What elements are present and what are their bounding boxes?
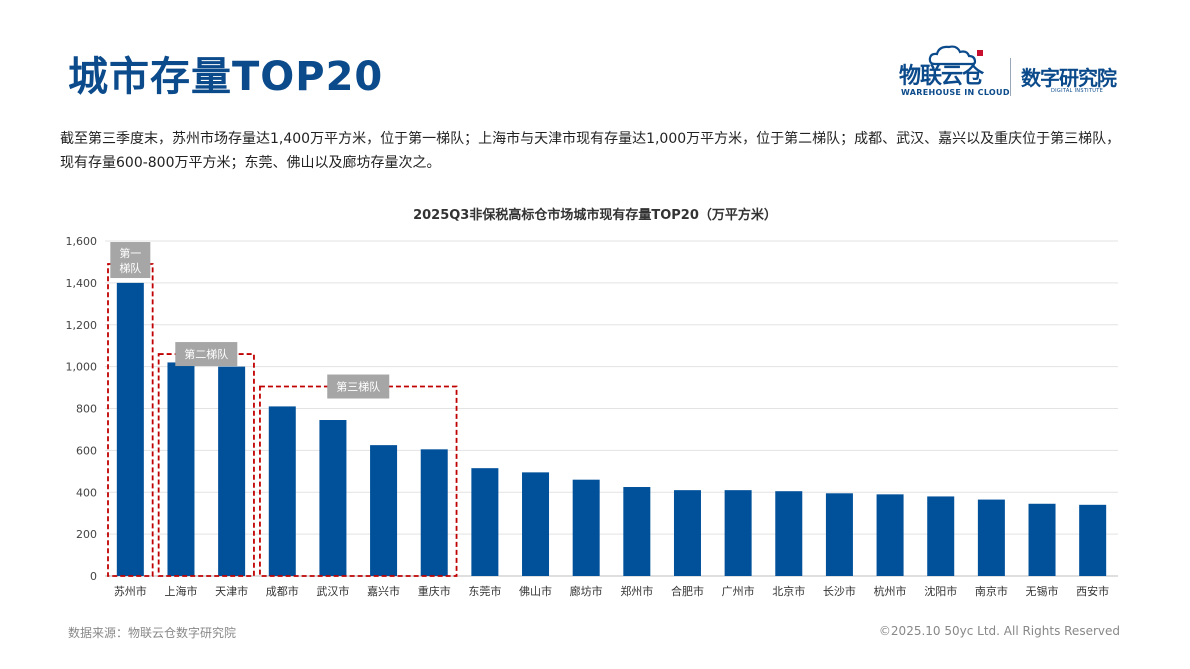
x-tick-label: 广州市 [722,584,755,598]
tier-label: 第二梯队 [184,347,228,361]
bar [876,494,904,576]
bar [218,366,246,576]
description-text: 截至第三季度末，苏州市场存量达1,400万平方米，位于第一梯队；上海市与天津市现… [60,131,1121,171]
bar [572,479,600,576]
tier-label-bg [110,242,151,279]
page-title: 城市存量TOP20 [68,54,384,100]
x-tick-label: 无锡市 [1026,584,1059,598]
bar [673,490,701,576]
x-tick-label: 东莞市 [468,584,501,598]
logo-institute-text: 数字研究院 [1021,66,1117,90]
tier-label: 第三梯队 [336,380,380,394]
y-tick-label: 1,600 [66,235,98,248]
bar [319,420,347,576]
copyright: ©2025.10 50yc Ltd. All Rights Reserved [878,624,1120,638]
bar [268,406,296,576]
x-tick-label: 天津市 [215,584,248,598]
logo-institute-sub-text: DIGITAL INSTITUTE [1051,88,1104,94]
x-tick-label: 成都市 [266,584,299,598]
bar [927,496,955,576]
x-tick-label: 佛山市 [519,584,552,598]
y-tick-label: 600 [76,444,97,457]
x-tick-label: 南京市 [975,584,1008,598]
bar [825,493,853,576]
bar [116,282,144,576]
bar [1028,503,1056,576]
bar [775,491,803,576]
tier-label: 第一梯队 [119,246,141,275]
x-tick-label: 上海市 [164,584,197,598]
y-tick-label: 800 [76,403,97,416]
x-tick-label: 合肥市 [671,584,704,598]
bar [623,487,651,576]
tier-label-bg [175,342,238,367]
x-tick-label: 沈阳市 [924,584,957,598]
data-source: 数据来源：物联云仓数字研究院 [68,626,237,640]
bar [522,472,550,576]
bar [471,468,499,576]
x-tick-label: 北京市 [772,584,805,598]
x-tick-label: 重庆市 [418,584,451,598]
bar [1079,504,1107,576]
axis-label-layer: 0 200 400 600 800 1,000 1,200 1,400 1,600 苏州市 上海市 天… [66,235,1110,598]
y-tick-label: 1,000 [66,361,98,374]
y-tick-label: 1,200 [66,319,98,332]
tier-label-bg [327,374,390,399]
grid-layer [105,240,1118,577]
tier-box [157,353,255,577]
x-tick-label: 长沙市 [823,584,856,598]
x-tick-label: 苏州市 [114,584,147,598]
bar [370,445,398,576]
x-tick-label: 廊坊市 [570,584,603,598]
y-tick-label: 0 [90,570,97,583]
logo-sub-text: WAREHOUSE IN CLOUD [901,88,1010,97]
cloud-logo-icon [928,45,983,66]
logo-divider [1010,58,1011,96]
y-tick-label: 1,400 [66,277,98,290]
logo-main-text: 物联云仓 [899,64,984,89]
y-tick-label: 400 [76,486,97,499]
bar [420,449,448,576]
x-tick-label: 武汉市 [316,584,349,598]
chart-title: 2025Q3非保税高标仓市场城市现有存量TOP20（万平方米） [413,208,777,223]
bar [724,490,752,576]
brand-logo: 物联云仓 WAREHOUSE IN CLOUD 数字研究院 DIGITAL IN… [893,44,1138,100]
bar-layer [116,282,1107,576]
x-tick-label: 郑州市 [620,584,653,598]
y-tick-label: 200 [76,528,97,541]
x-tick-label: 杭州市 [874,584,907,598]
bar [167,362,195,576]
bar [977,499,1005,576]
x-tick-label: 嘉兴市 [367,584,400,598]
x-tick-label: 西安市 [1076,584,1109,598]
tier-box [107,263,154,577]
